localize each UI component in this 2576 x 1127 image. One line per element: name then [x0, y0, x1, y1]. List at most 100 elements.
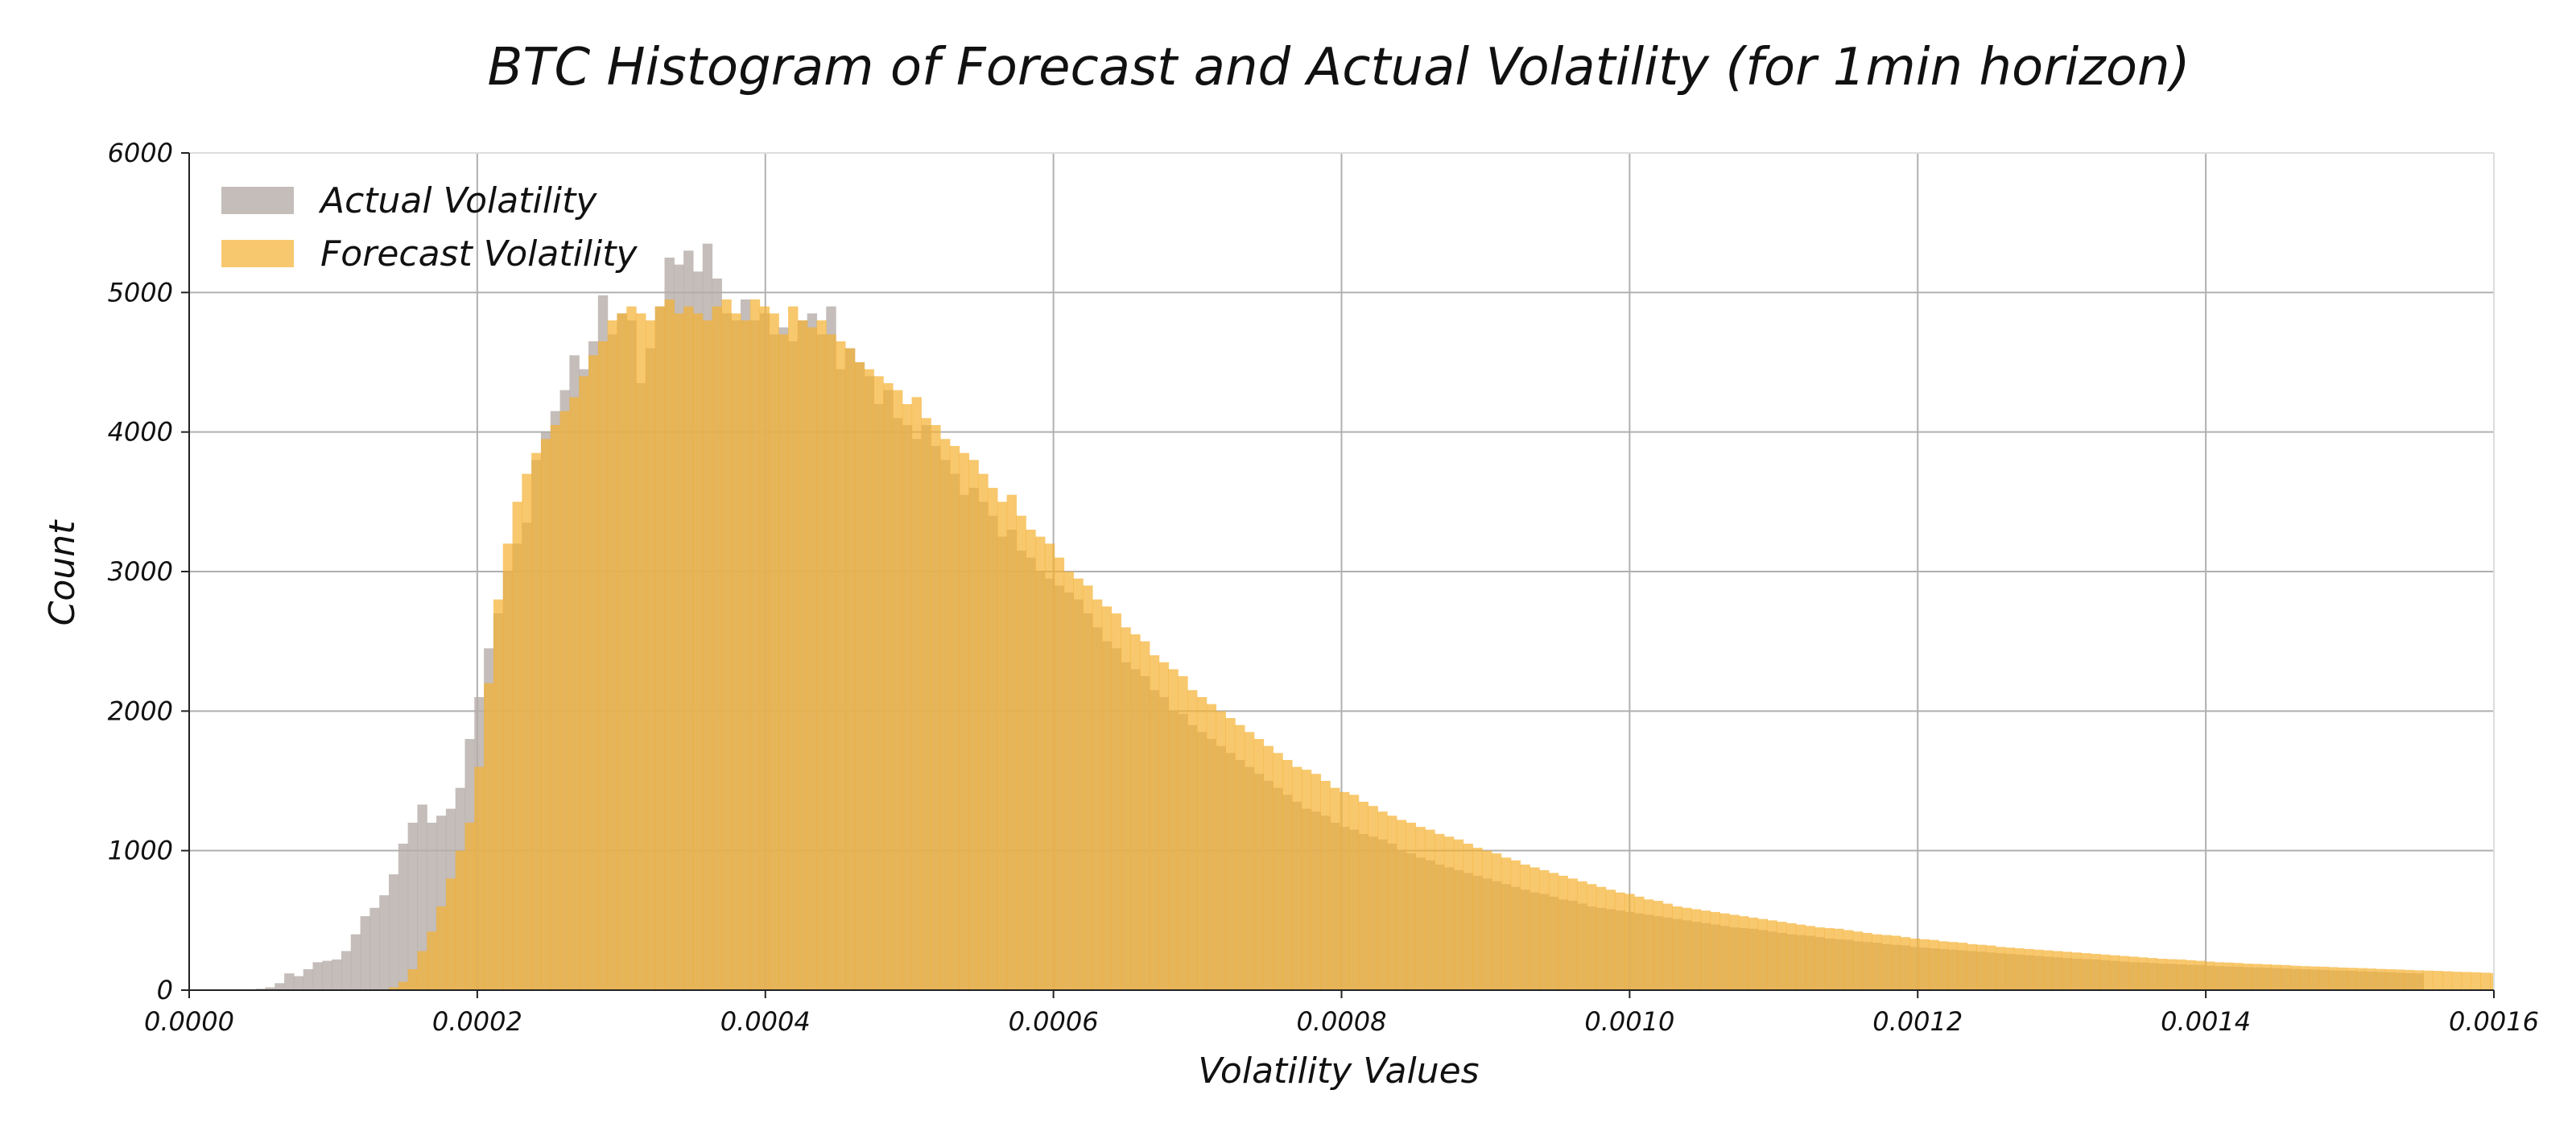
histogram-bar	[2099, 954, 2111, 990]
histogram-bar	[2347, 968, 2358, 990]
histogram-bar	[369, 907, 380, 990]
histogram-bar	[654, 306, 666, 991]
histogram-bar	[1767, 920, 1777, 990]
histogram-bar	[968, 460, 979, 990]
histogram-bar	[1900, 937, 1911, 990]
histogram-bar	[1615, 892, 1625, 990]
histogram-bar	[674, 313, 684, 990]
histogram-bar	[1577, 881, 1587, 990]
histogram-bar	[455, 850, 466, 990]
histogram-bar	[1890, 935, 1901, 990]
histogram-bar	[721, 299, 732, 990]
histogram-bar	[1149, 655, 1160, 990]
histogram-bar	[1244, 732, 1255, 990]
y-tick-label: 0	[157, 975, 173, 1005]
histogram-bar	[1301, 770, 1312, 990]
histogram-bar	[559, 411, 570, 991]
histogram-bar	[1472, 848, 1483, 990]
histogram-bar	[293, 976, 304, 990]
histogram-bar	[1653, 901, 1664, 990]
histogram-bar	[2309, 966, 2320, 990]
histogram-bar	[1548, 873, 1559, 990]
histogram-bar	[1291, 766, 1302, 990]
histogram-bar	[740, 320, 751, 990]
histogram-bar	[379, 895, 390, 990]
x-tick-label: 0.0004	[720, 1006, 811, 1037]
histogram-bar	[854, 362, 865, 990]
histogram-bar	[436, 906, 447, 990]
histogram-bar	[2394, 969, 2405, 990]
histogram-bar	[2194, 960, 2206, 990]
histogram-bar	[921, 418, 931, 990]
histogram-bar	[1377, 811, 1388, 990]
histogram-bar	[1748, 917, 1759, 990]
histogram-bar	[522, 473, 532, 990]
histogram-bar	[1976, 944, 1987, 990]
histogram-bar	[1216, 711, 1226, 990]
histogram-bar	[540, 439, 551, 990]
x-tick-label: 0.0006	[1009, 1006, 1099, 1037]
histogram-bar	[1387, 815, 1397, 990]
histogram-bar	[1852, 931, 1864, 990]
histogram-bar	[2128, 956, 2139, 990]
histogram-bar	[2299, 966, 2310, 990]
histogram-bar	[1111, 613, 1121, 990]
histogram-bar	[1957, 943, 1968, 990]
histogram-bar	[464, 823, 475, 990]
histogram-bar	[1044, 543, 1055, 990]
histogram-bar	[1101, 606, 1113, 990]
x-tick-label: 0.0012	[1872, 1006, 1963, 1037]
y-axis-label: Count	[42, 519, 83, 625]
y-tick-label: 3000	[108, 556, 173, 587]
histogram-bar	[1605, 890, 1616, 990]
histogram-bar	[2214, 962, 2224, 990]
histogram-bar	[1682, 907, 1692, 990]
histogram-bar	[512, 502, 522, 990]
histogram-bar	[2186, 960, 2196, 990]
histogram-bar	[2318, 966, 2329, 990]
y-tick-label: 4000	[108, 417, 173, 448]
histogram-bar	[284, 973, 295, 990]
histogram-bar	[1396, 819, 1407, 990]
histogram-bar	[807, 327, 818, 991]
histogram-bar	[579, 376, 589, 990]
histogram-bar	[417, 804, 427, 990]
histogram-bar	[1567, 878, 1578, 990]
histogram-bar	[2157, 959, 2168, 990]
histogram-bar	[712, 306, 722, 991]
y-tick-label: 2000	[108, 696, 173, 726]
histogram-bar	[949, 446, 960, 990]
histogram-bar	[2071, 952, 2082, 990]
y-tick-label: 6000	[108, 138, 173, 168]
histogram-bar	[2119, 956, 2129, 990]
histogram-bar	[1805, 926, 1816, 990]
histogram-bar	[1415, 827, 1426, 990]
histogram-bar	[1662, 903, 1673, 990]
histogram-bar	[1634, 896, 1645, 990]
histogram-bar	[2042, 950, 2054, 990]
histogram-bar	[1158, 662, 1170, 990]
histogram-bar	[617, 313, 627, 990]
histogram-bar	[1026, 530, 1036, 990]
histogram-bar	[350, 934, 361, 990]
histogram-bar	[1092, 599, 1103, 990]
histogram-bar	[1435, 833, 1445, 990]
histogram-bar	[1187, 690, 1198, 990]
histogram-bar	[2423, 970, 2434, 990]
histogram-bar	[2176, 959, 2186, 990]
histogram-bar	[389, 987, 399, 990]
histogram-bar	[826, 334, 836, 990]
histogram-bar	[1482, 850, 1492, 990]
histogram-bar	[531, 452, 542, 990]
histogram-bar	[427, 931, 437, 990]
histogram-bar	[389, 874, 399, 990]
histogram-bar	[445, 878, 456, 990]
histogram-bar	[2433, 971, 2443, 990]
x-tick-label: 0.0000	[144, 1006, 234, 1037]
histogram-bar	[1358, 802, 1369, 990]
histogram-bar	[1453, 839, 1464, 990]
histogram-bar	[1035, 536, 1046, 990]
histogram-bar	[2024, 948, 2034, 990]
histogram-bar	[1330, 787, 1340, 990]
